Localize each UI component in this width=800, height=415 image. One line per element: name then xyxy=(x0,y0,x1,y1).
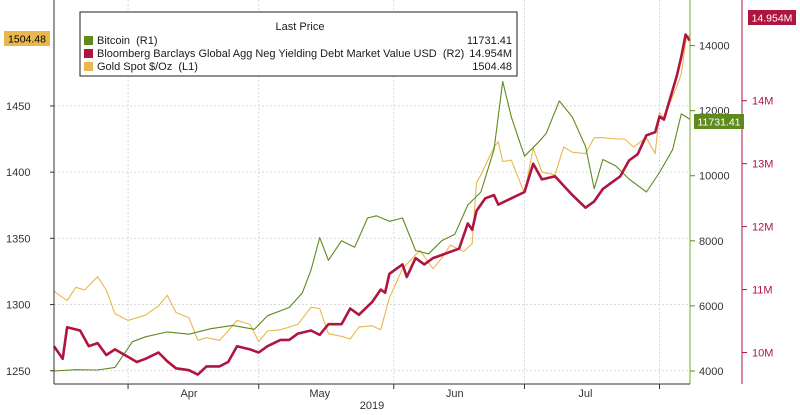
bitcoin-tick-label: 4000 xyxy=(699,366,723,378)
bitcoin-last-value-tag: 11731.41 xyxy=(694,114,744,129)
left-tick-label: 1400 xyxy=(6,167,30,179)
bitcoin-tick-label: 10000 xyxy=(699,171,730,183)
left-tick-label: 1450 xyxy=(6,101,30,113)
svg-text:14.954M: 14.954M xyxy=(752,13,793,25)
x-tick-label: Jul xyxy=(578,388,592,400)
bitcoin-series-line xyxy=(53,80,691,372)
legend-box xyxy=(79,11,518,77)
legend-swatch-bitcoin xyxy=(84,36,93,45)
x-tick-label: Apr xyxy=(180,388,197,400)
bitcoin-tick-label: 8000 xyxy=(699,236,723,248)
svg-text:1504.48: 1504.48 xyxy=(8,34,46,46)
bitcoin-tick-label: 6000 xyxy=(699,301,723,313)
x-tick-label: Jun xyxy=(446,388,464,400)
svg-text:11731.41: 11731.41 xyxy=(697,117,740,129)
left-tick-label: 1350 xyxy=(6,233,30,245)
neg-debt-tick-label: 13M xyxy=(752,159,773,171)
left-tick-label: 1250 xyxy=(6,366,30,378)
legend-value-gold: 1504.48 xyxy=(472,61,512,73)
neg-debt-series-line xyxy=(52,33,692,376)
series-lines xyxy=(52,33,692,376)
neg-debt-tick-label: 12M xyxy=(752,222,773,234)
legend-value-bitcoin: 11731.41 xyxy=(467,35,512,47)
gold-series-line xyxy=(53,33,691,343)
neg-debt-tick-label: 10M xyxy=(752,348,773,360)
legend-swatch-neg-debt xyxy=(84,49,93,58)
legend-label-gold: Gold Spot $/Oz (L1) xyxy=(97,61,198,73)
legend-title: Last Price xyxy=(276,21,325,33)
legend-label-neg-debt: Bloomberg Barclays Global Agg Neg Yieldi… xyxy=(97,48,464,60)
legend: Last Price Bitcoin (R1) 11731.41 Bloombe… xyxy=(79,11,518,77)
left-axis-ticks: 1250 1300 1350 1400 1450 xyxy=(6,101,54,378)
x-axis-ticks: Apr May Jun Jul xyxy=(127,384,661,400)
legend-swatch-gold xyxy=(84,62,93,71)
x-tick-label: May xyxy=(309,388,330,400)
neg-debt-last-value-tag: 14.954M xyxy=(748,10,796,25)
x-axis-year-label: 2019 xyxy=(360,400,384,412)
bitcoin-tick-label: 14000 xyxy=(699,41,730,53)
neg-debt-tick-label: 14M xyxy=(752,96,773,108)
neg-debt-tick-label: 11M xyxy=(752,285,773,297)
left-tick-label: 1300 xyxy=(6,300,30,312)
legend-value-neg-debt: 14.954M xyxy=(469,48,512,60)
legend-label-bitcoin: Bitcoin (R1) xyxy=(97,35,158,47)
neg-debt-axis-ticks: 10M 11M 12M 13M 14M xyxy=(742,96,773,360)
gold-last-value-tag: 1504.48 xyxy=(4,31,50,46)
